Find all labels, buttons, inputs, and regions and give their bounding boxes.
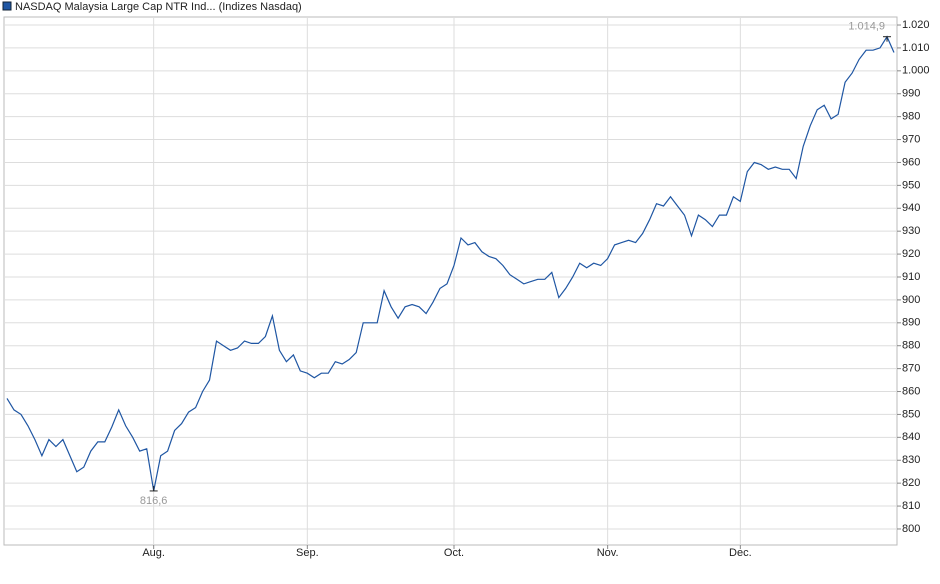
- plot-area: [3, 16, 898, 546]
- y-tick-label: 940: [902, 202, 920, 214]
- y-tick-label: 990: [902, 88, 920, 100]
- y-tick-label: 870: [902, 363, 920, 375]
- x-tick-label: Aug.: [142, 547, 165, 559]
- x-tick-label: Dec.: [729, 547, 752, 559]
- legend-label: NASDAQ Malaysia Large Cap NTR Ind... (In…: [15, 1, 302, 13]
- y-tick-label: 1.000: [902, 65, 930, 77]
- y-tick-label: 1.010: [902, 42, 930, 54]
- y-tick-label: 950: [902, 179, 920, 191]
- y-tick-label: 960: [902, 156, 920, 168]
- y-tick-label: 890: [902, 317, 920, 329]
- y-tick-label: 920: [902, 248, 920, 260]
- y-tick-label: 1.020: [902, 19, 930, 31]
- line: [6, 35, 895, 492]
- value-label: 816,6: [140, 495, 168, 507]
- y-tick-label: 900: [902, 294, 920, 306]
- y-tick-label: 910: [902, 271, 920, 283]
- value-label: 1.014,9: [848, 21, 885, 33]
- y-tick-label: 970: [902, 133, 920, 145]
- x-tick-label: Nov.: [597, 547, 619, 559]
- y-tick-label: 930: [902, 225, 920, 237]
- legend-swatch: [2, 1, 12, 11]
- y-tick-label: 860: [902, 385, 920, 397]
- y-tick-label: 800: [902, 523, 920, 535]
- y-tick-label: 880: [902, 340, 920, 352]
- y-tick-label: 820: [902, 477, 920, 489]
- y-tick-label: 810: [902, 500, 920, 512]
- y-tick-label: 830: [902, 454, 920, 466]
- y-tick-label: 850: [902, 408, 920, 420]
- y-tick-label: 980: [902, 111, 920, 123]
- x-tick-label: Sep.: [296, 547, 319, 559]
- y-tick-label: 840: [902, 431, 920, 443]
- x-tick-label: Oct.: [444, 547, 464, 559]
